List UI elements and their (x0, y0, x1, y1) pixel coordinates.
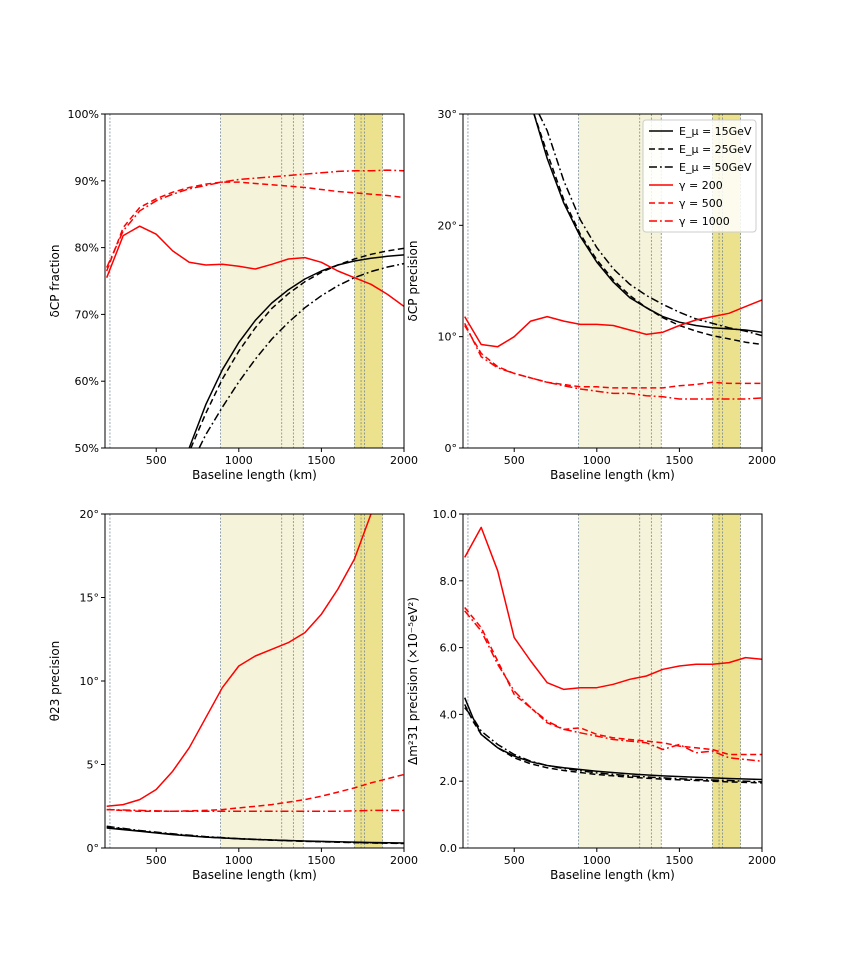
baseline-band (354, 514, 383, 848)
plot-frame (104, 113, 405, 449)
panel-3: 500 1000 1500 2000 0° 5° 10° 15° 20° Baseline len… (48, 508, 418, 882)
y-tick-label: 50% (75, 442, 99, 455)
x-tick-label: 1500 (665, 454, 693, 467)
plot-frame (462, 513, 763, 849)
x-tick-label: 500 (504, 454, 525, 467)
legend-box (642, 119, 757, 233)
y-tick-label: 10.0 (433, 508, 458, 521)
y-tick-label: 10° (80, 675, 100, 688)
series-line (464, 526, 762, 691)
y-tick-label: 70% (75, 308, 99, 321)
series-line (106, 825, 404, 845)
series-line (106, 808, 404, 813)
baseline-band (712, 514, 741, 848)
series-line (198, 262, 404, 448)
series-line (533, 114, 762, 346)
y-tick-label: 100% (68, 108, 99, 121)
y-tick-label: 4.0 (440, 708, 458, 721)
y-tick-label: 90% (75, 175, 99, 188)
figure-title: Neutrino factory and beta beam performan… (408, 58, 437, 61)
y-tick-label: 0° (87, 842, 100, 855)
y-tick-label: 6.0 (440, 642, 458, 655)
baseline-band (220, 514, 304, 848)
series-line (464, 322, 762, 400)
baseline-band (578, 514, 662, 848)
y-axis-label: θ23 precision (48, 641, 62, 722)
x-tick-label: 1000 (583, 854, 611, 867)
y-axis-label: δCP precision (406, 241, 420, 322)
x-tick-label: 1000 (225, 454, 253, 467)
legend: E_μ = 15GeV E_μ = 25GeV E_μ = 50GeV γ = 200… (642, 119, 757, 233)
x-tick-label: 1500 (307, 854, 335, 867)
y-tick-label: 20° (80, 508, 100, 521)
x-tick-label: 500 (146, 854, 167, 867)
legend-label: γ = 500 (679, 197, 723, 210)
series-line (106, 169, 404, 268)
x-tick-label: 1500 (307, 454, 335, 467)
legend-label: γ = 1000 (679, 215, 730, 228)
baseline-band (220, 114, 304, 448)
x-tick-label: 1000 (225, 854, 253, 867)
x-axis-label: Baseline length (km) (550, 468, 675, 482)
y-tick-label: 10° (438, 331, 458, 344)
series-line (464, 607, 762, 756)
series-line (105, 181, 404, 272)
series-line (188, 254, 404, 448)
x-tick-label: 2000 (390, 454, 418, 467)
plot-area (106, 514, 404, 848)
y-axis-label: δCP fraction (48, 245, 62, 318)
x-axis-label: Baseline length (km) (192, 868, 317, 882)
x-tick-label: 500 (504, 854, 525, 867)
y-tick-label: 5° (87, 759, 100, 772)
series-line (106, 773, 404, 813)
x-tick-label: 2000 (748, 454, 776, 467)
y-axis-label: Δm²31 precision (×10⁻⁵eV²) (406, 597, 420, 765)
baseline-band (354, 114, 383, 448)
series-line (464, 610, 762, 762)
x-axis-label: Baseline length (km) (192, 468, 317, 482)
y-tick-label: 60% (75, 375, 99, 388)
x-tick-label: 1000 (583, 454, 611, 467)
y-tick-label: 80% (75, 242, 99, 255)
y-tick-label: 8.0 (440, 575, 458, 588)
series-line (106, 514, 372, 808)
series-line (464, 299, 762, 348)
plot-frame (462, 113, 763, 449)
x-tick-label: 1500 (665, 854, 693, 867)
series-line (464, 707, 762, 783)
y-tick-label: 15° (80, 592, 100, 605)
x-axis-label: Baseline length (km) (550, 868, 675, 882)
plot-area (105, 114, 404, 448)
legend-label: E_μ = 25GeV (679, 143, 752, 156)
plot-area (464, 514, 762, 848)
y-tick-label: 20° (438, 219, 458, 232)
panel-1: 500 1000 1500 2000 50% 60% 70% 80% 90% 100% Baseli… (48, 108, 418, 482)
legend-label: E_μ = 15GeV (679, 125, 752, 138)
y-tick-label: 0° (445, 442, 458, 455)
y-tick-label: 2.0 (440, 775, 458, 788)
panel-4: 500 1000 1500 2000 0.0 2.0 4.0 6.0 8.0 10.0 Baseli… (406, 508, 776, 882)
series-line (190, 247, 404, 448)
x-tick-label: 2000 (390, 854, 418, 867)
series-line (106, 225, 404, 308)
x-tick-label: 500 (146, 454, 167, 467)
legend-label: γ = 200 (679, 179, 723, 192)
y-tick-label: 0.0 (440, 842, 458, 855)
x-tick-label: 2000 (748, 854, 776, 867)
legend-label: E_μ = 50GeV (679, 161, 752, 174)
series-line (538, 114, 762, 337)
series-line (464, 704, 762, 784)
y-tick-label: 30° (438, 108, 458, 121)
